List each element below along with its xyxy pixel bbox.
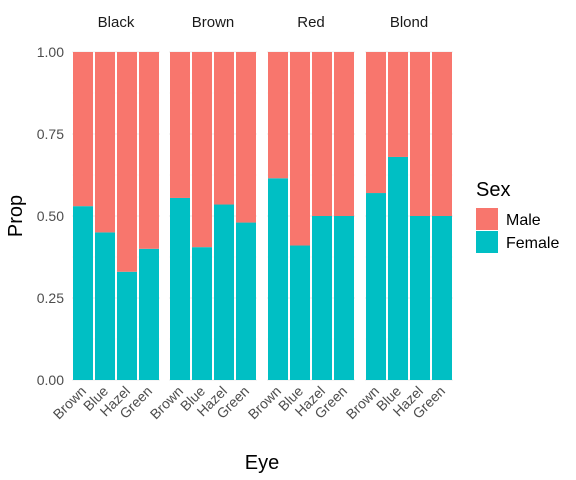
bar-male-brown-blue [192, 52, 212, 248]
bar-female-black-blue [95, 232, 115, 380]
y-tick-label: 1.00 [37, 44, 64, 60]
y-tick-label: 0.00 [37, 372, 64, 388]
legend-swatch-male [476, 208, 498, 230]
facet-label-red: Red [297, 14, 325, 31]
bar-male-black-blue [95, 52, 115, 233]
bar-female-brown-blue [192, 247, 212, 380]
facet-label-blond: Blond [390, 14, 428, 31]
y-tick-label: 0.25 [37, 290, 64, 306]
legend-title: Sex [476, 179, 510, 201]
bar-female-blond-hazel [410, 216, 430, 380]
bar-male-blond-brown [366, 52, 386, 194]
x-tick-labels: BrownBlueHazelGreenBrownBlueHazelGreenBr… [50, 383, 448, 423]
bar-male-blond-hazel [410, 52, 430, 216]
bar-female-blond-blue [388, 156, 408, 380]
bar-female-red-blue [290, 245, 310, 380]
bar-male-red-green [334, 52, 354, 216]
facet-label-brown: Brown [192, 14, 235, 31]
bar-male-black-hazel [117, 52, 137, 272]
bar-female-red-hazel [312, 216, 332, 380]
bar-female-red-green [334, 216, 354, 380]
facet-label-black: Black [98, 14, 135, 31]
bar-male-blond-green [432, 52, 452, 216]
legend-label-female: Female [506, 235, 559, 252]
bar-female-brown-hazel [214, 204, 234, 380]
bar-female-blond-brown [366, 193, 386, 380]
bar-layer [73, 52, 452, 380]
bar-female-black-green [139, 248, 159, 380]
legend: Sex Male Female [476, 179, 559, 253]
bar-male-blond-blue [388, 52, 408, 157]
bar-female-black-hazel [117, 271, 137, 380]
y-axis-title: Prop [5, 195, 27, 237]
strip-labels: Black Brown Red Blond [98, 14, 429, 31]
bar-female-brown-brown [170, 197, 190, 380]
y-tick-label: 0.50 [37, 208, 64, 224]
bar-female-blond-green [432, 216, 452, 380]
bar-male-brown-green [236, 52, 256, 223]
bar-male-black-brown [73, 52, 93, 207]
y-tick-labels: 0.00 0.25 0.50 0.75 1.00 [37, 44, 64, 388]
bar-male-red-brown [268, 52, 288, 179]
bar-male-red-blue [290, 52, 310, 246]
legend-label-male: Male [506, 212, 541, 229]
bar-male-brown-brown [170, 52, 190, 198]
bar-female-red-brown [268, 178, 288, 380]
bar-female-black-brown [73, 206, 93, 380]
bar-male-black-green [139, 52, 159, 249]
bar-male-brown-hazel [214, 52, 234, 205]
bar-male-red-hazel [312, 52, 332, 216]
y-tick-label: 0.75 [37, 126, 64, 142]
x-axis-title: Eye [245, 452, 279, 474]
legend-swatch-female [476, 231, 498, 253]
bar-female-brown-green [236, 222, 256, 380]
